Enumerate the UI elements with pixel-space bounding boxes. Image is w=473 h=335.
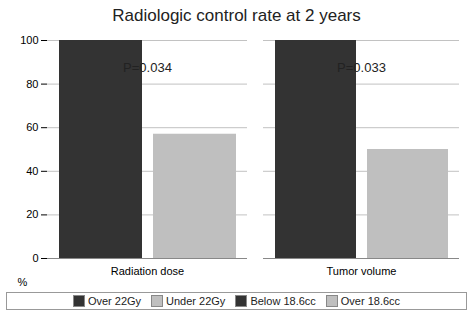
svg-text:P=0.033: P=0.033 — [337, 60, 386, 75]
svg-text:0: 0 — [32, 252, 38, 264]
svg-text:Radiation dose: Radiation dose — [110, 265, 183, 277]
html-text:Radiologic control rate at 2 y: Radiologic control rate at 2 years — [112, 6, 361, 25]
svg-text:%: % — [17, 276, 27, 288]
html-text:Below 18.6cc: Below 18.6cc — [250, 295, 316, 307]
html-text:Under 22Gy: Under 22Gy — [166, 295, 226, 307]
html-text:Over 18.6cc: Over 18.6cc — [340, 295, 401, 307]
svg-text:40: 40 — [26, 165, 38, 177]
svg-text:80: 80 — [26, 78, 38, 90]
svg-text:20: 20 — [26, 208, 38, 220]
html-text:Over 22Gy: Over 22Gy — [87, 295, 142, 307]
svg-text:60: 60 — [26, 121, 38, 133]
svg-text:100: 100 — [20, 34, 38, 46]
svg-text:P=0.034: P=0.034 — [123, 60, 172, 75]
svg-text:Tumor volume: Tumor volume — [326, 265, 396, 277]
